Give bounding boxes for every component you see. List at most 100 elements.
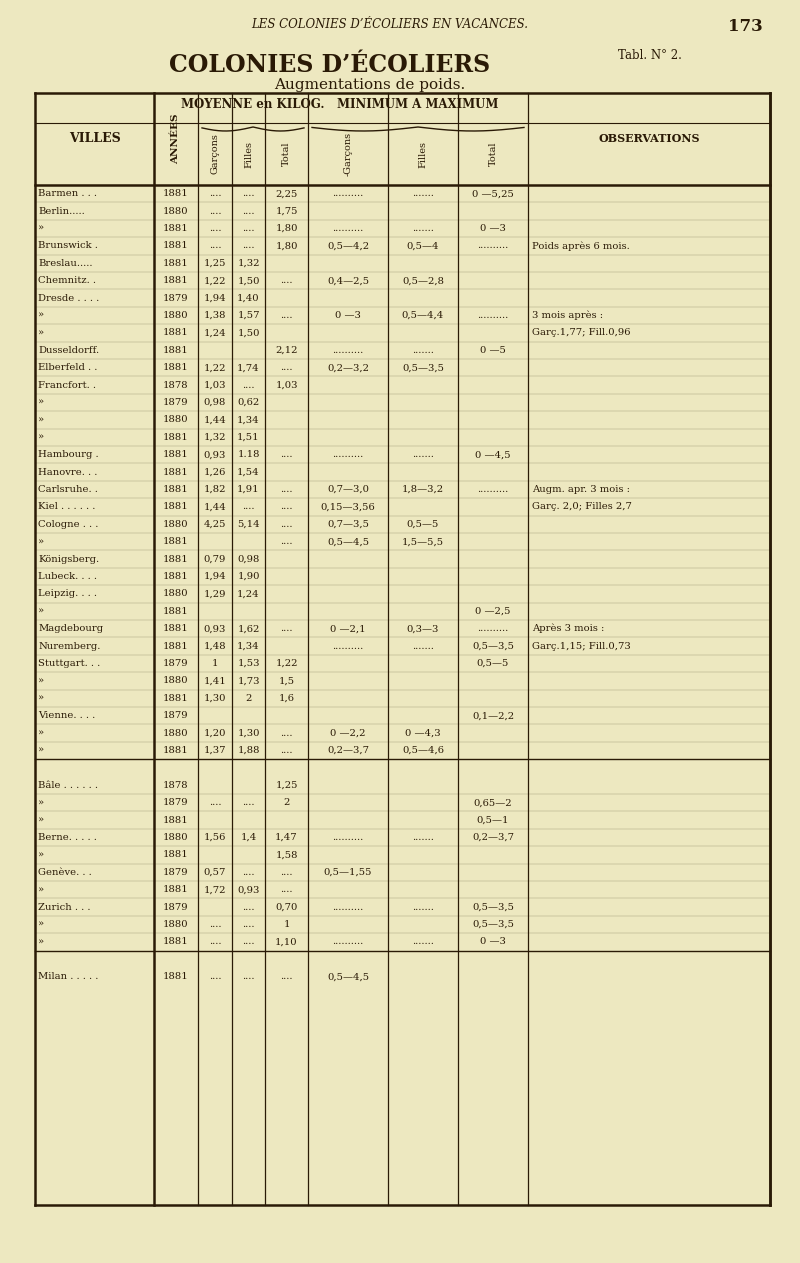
Text: 1,25: 1,25 (275, 781, 298, 789)
Text: 1881: 1881 (163, 433, 189, 442)
Text: 1881: 1881 (163, 346, 189, 355)
Text: »: » (38, 311, 44, 320)
Text: 173: 173 (728, 18, 762, 35)
Text: .......: ....... (412, 224, 434, 232)
Text: Kiel . . . . . .: Kiel . . . . . . (38, 503, 95, 512)
Text: ..........: .......... (478, 624, 509, 633)
Text: ....: .... (280, 746, 293, 755)
Text: 0,3—3: 0,3—3 (407, 624, 439, 633)
Text: LES COLONIES D’ÉCOLIERS EN VACANCES.: LES COLONIES D’ÉCOLIERS EN VACANCES. (251, 18, 529, 32)
Text: »: » (38, 816, 44, 825)
Text: »: » (38, 398, 44, 407)
Text: .......: ....... (412, 937, 434, 946)
Text: 1,32: 1,32 (238, 259, 260, 268)
Text: 1,88: 1,88 (238, 746, 260, 755)
Text: 1879: 1879 (163, 868, 189, 877)
Text: Stuttgart. . .: Stuttgart. . . (38, 659, 100, 668)
Text: 0,1—2,2: 0,1—2,2 (472, 711, 514, 720)
Text: 1880: 1880 (163, 590, 189, 599)
Text: 0 —2,2: 0 —2,2 (330, 729, 366, 738)
Text: »: » (38, 746, 44, 755)
Text: -Garçons: -Garçons (343, 131, 353, 176)
Text: Cologne . . .: Cologne . . . (38, 520, 98, 529)
Text: 1.18: 1.18 (238, 450, 260, 460)
Text: ....: .... (209, 798, 222, 807)
Text: 0,5—4,6: 0,5—4,6 (402, 746, 444, 755)
Text: 1,74: 1,74 (237, 364, 260, 373)
Text: 2,25: 2,25 (275, 189, 298, 198)
Text: Carlsruhe. .: Carlsruhe. . (38, 485, 98, 494)
Text: ..........: .......... (332, 903, 364, 912)
Text: 1,5: 1,5 (278, 677, 294, 686)
Text: 1881: 1881 (163, 624, 189, 633)
Text: OBSERVATIONS: OBSERVATIONS (598, 134, 700, 144)
Text: »: » (38, 433, 44, 442)
Text: ....: .... (280, 973, 293, 981)
Text: 0,62: 0,62 (238, 398, 260, 407)
Text: Filles: Filles (418, 140, 427, 168)
Text: 1,24: 1,24 (204, 328, 226, 337)
Text: 1881: 1881 (163, 937, 189, 946)
Text: 1,29: 1,29 (204, 590, 226, 599)
Text: 1,80: 1,80 (275, 224, 298, 232)
Text: Leipzig. . . .: Leipzig. . . . (38, 590, 97, 599)
Text: ....: .... (280, 450, 293, 460)
Text: Augmentations de poids.: Augmentations de poids. (274, 78, 466, 92)
Text: Augm. apr. 3 mois :: Augm. apr. 3 mois : (532, 485, 630, 494)
Text: 1881: 1881 (163, 642, 189, 650)
Text: ....: .... (280, 311, 293, 320)
Text: ....: .... (280, 485, 293, 494)
Text: 1880: 1880 (163, 311, 189, 320)
Text: ....: .... (242, 903, 254, 912)
Text: 0,93: 0,93 (204, 450, 226, 460)
Text: 0,93: 0,93 (238, 885, 260, 894)
Text: ..........: .......... (332, 346, 364, 355)
Text: »: » (38, 798, 44, 807)
Text: 1,30: 1,30 (204, 693, 226, 702)
Text: 1881: 1881 (163, 606, 189, 616)
Text: 1879: 1879 (163, 711, 189, 720)
Text: 1880: 1880 (163, 834, 189, 842)
Text: 1879: 1879 (163, 398, 189, 407)
Text: Elberfeld . .: Elberfeld . . (38, 364, 98, 373)
Text: 1,51: 1,51 (237, 433, 260, 442)
Text: ....: .... (280, 503, 293, 512)
Text: 1,30: 1,30 (238, 729, 260, 738)
Text: »: » (38, 416, 44, 424)
Text: 0 —5,25: 0 —5,25 (472, 189, 514, 198)
Text: 0,5—3,5: 0,5—3,5 (472, 919, 514, 930)
Text: 1,26: 1,26 (204, 467, 226, 476)
Text: 0 —4,3: 0 —4,3 (405, 729, 441, 738)
Text: Zurich . . .: Zurich . . . (38, 903, 90, 912)
Text: »: » (38, 729, 44, 738)
Text: 0,57: 0,57 (204, 868, 226, 877)
Text: 1,54: 1,54 (237, 467, 260, 476)
Text: »: » (38, 224, 44, 232)
Text: 1880: 1880 (163, 416, 189, 424)
Text: Total: Total (489, 141, 498, 167)
Text: »: » (38, 677, 44, 686)
Text: Lubeck. . . .: Lubeck. . . . (38, 572, 97, 581)
Text: 1,38: 1,38 (204, 311, 226, 320)
Text: 1881: 1881 (163, 450, 189, 460)
Text: ..........: .......... (332, 834, 364, 842)
Text: 0 —5: 0 —5 (480, 346, 506, 355)
Text: 1880: 1880 (163, 919, 189, 930)
Text: 1881: 1881 (163, 885, 189, 894)
Text: ..........: .......... (332, 189, 364, 198)
Text: 1881: 1881 (163, 364, 189, 373)
Text: 1,6: 1,6 (278, 693, 294, 702)
Text: »: » (38, 606, 44, 616)
Text: 1,22: 1,22 (275, 659, 298, 668)
Text: ....: .... (280, 729, 293, 738)
Text: 4,25: 4,25 (204, 520, 226, 529)
Text: ....: .... (209, 973, 222, 981)
Text: 1879: 1879 (163, 798, 189, 807)
Text: 1,25: 1,25 (204, 259, 226, 268)
Text: 1,34: 1,34 (237, 642, 260, 650)
Text: 1,44: 1,44 (204, 416, 226, 424)
Text: 0,5—5: 0,5—5 (407, 520, 439, 529)
Text: 1,24: 1,24 (237, 590, 260, 599)
Text: 1,03: 1,03 (275, 380, 298, 389)
Text: 0,98: 0,98 (204, 398, 226, 407)
